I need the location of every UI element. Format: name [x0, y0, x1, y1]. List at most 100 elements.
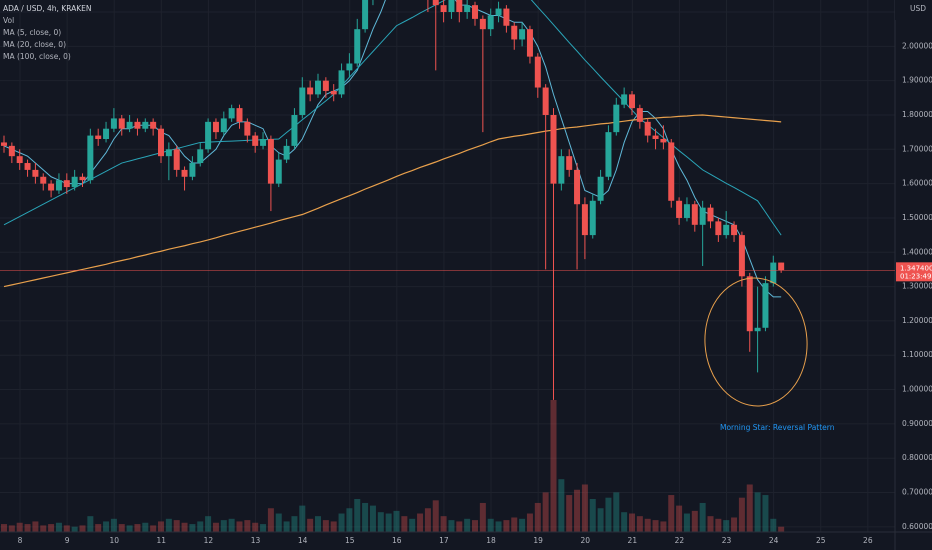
x-tick-label: 20 — [580, 536, 590, 545]
last-price-box — [896, 262, 932, 282]
candle-body — [660, 139, 667, 143]
candle-body — [644, 121, 651, 136]
candle-body — [1, 142, 7, 146]
candle-body — [126, 121, 133, 129]
volume-bar — [487, 518, 494, 532]
volume-bar — [63, 525, 70, 532]
x-tick-label: 26 — [863, 536, 873, 545]
candle-body — [770, 262, 777, 284]
y-tick-label: 1.500000 — [902, 213, 932, 222]
candle-body — [252, 135, 259, 146]
volume-bar — [260, 524, 267, 532]
candle-body — [621, 94, 628, 105]
volume-bar — [550, 400, 557, 532]
volume-bar — [432, 500, 439, 532]
y-tick-label: 1.400000 — [902, 247, 932, 256]
volume-bar — [24, 524, 31, 532]
candle-body — [464, 5, 471, 13]
candle-body — [158, 128, 164, 157]
candle-body — [260, 139, 267, 146]
volume-bar — [636, 516, 643, 532]
annotation: Morning Star: Reversal Pattern — [720, 423, 835, 432]
legend: MA (5, close, 0) MA (20, close, 0) MA (100… — [3, 28, 71, 61]
candle-body — [71, 176, 78, 188]
x-tick-label: 8 — [18, 536, 23, 545]
volume-bar — [770, 518, 777, 532]
ma-line — [3, 0, 782, 298]
candle-body — [205, 121, 212, 150]
volume-bar — [40, 525, 47, 532]
candle-body — [448, 0, 455, 13]
volume-bar — [354, 499, 361, 532]
volume-bar — [126, 525, 133, 532]
candle-body — [212, 121, 219, 133]
candle-body — [683, 204, 690, 218]
candle-body — [110, 118, 117, 129]
volume-bar — [589, 499, 596, 532]
volume-bar — [660, 521, 667, 532]
candle-body — [267, 139, 274, 184]
volume-bar — [456, 521, 463, 532]
x-tick-label: 14 — [298, 536, 308, 545]
ma-line — [3, 114, 782, 288]
x-tick-label: 13 — [251, 536, 261, 545]
volume-bar — [746, 484, 753, 532]
candle-body — [691, 204, 698, 225]
x-tick-label: 24 — [769, 536, 779, 545]
candle-body — [63, 180, 70, 188]
volume-bar — [55, 522, 62, 532]
volume-bar — [683, 513, 690, 532]
x-tick-label: 25 — [816, 536, 826, 545]
symbol-title: ADA / USD, 4h, KRAKEN — [3, 4, 92, 13]
candle-body — [118, 118, 125, 129]
candle-body — [181, 169, 188, 177]
volume-bar — [668, 495, 675, 532]
y-tick-label: 1.100000 — [902, 350, 932, 359]
candle-body — [723, 224, 730, 236]
volume-bar — [738, 497, 745, 532]
candle-body — [220, 118, 227, 133]
volume-bar — [95, 524, 102, 532]
volume-bar — [613, 492, 620, 532]
last-price-label: 1.347400 — [900, 264, 932, 272]
volume-bar — [158, 521, 164, 532]
volume-bar — [346, 508, 353, 532]
candle-body — [519, 29, 526, 40]
volume-bar — [629, 513, 635, 532]
volume-bar — [723, 520, 730, 532]
y-tick-label: 1.900000 — [902, 76, 932, 85]
candle-body — [746, 276, 753, 332]
volume-bar — [401, 516, 408, 532]
candle-body — [134, 121, 141, 129]
x-tick-label: 18 — [486, 536, 496, 545]
volume-bar — [652, 520, 659, 532]
volume-bar — [699, 502, 706, 532]
volume-bar — [566, 495, 573, 532]
volume-bar — [377, 512, 384, 532]
volume-bar — [362, 502, 369, 532]
volume-bar — [236, 521, 243, 532]
candle-body — [432, 0, 439, 6]
candle-body — [472, 5, 478, 19]
candle-body — [354, 29, 361, 64]
volume-bar — [32, 521, 39, 532]
x-tick-label: 23 — [722, 536, 732, 545]
candle-body — [103, 128, 110, 140]
volume-bar — [393, 510, 400, 532]
volume-bar — [448, 520, 455, 532]
candle-body — [707, 207, 714, 222]
candle-body — [244, 121, 251, 136]
candle-body — [197, 149, 204, 164]
legend-entry: MA (20, close, 0) — [3, 40, 66, 49]
candle-body — [738, 235, 745, 277]
volume-bar — [330, 521, 337, 532]
volume-bar — [1, 524, 7, 532]
candle-body — [597, 176, 604, 201]
volume-bar — [715, 518, 722, 532]
x-tick-label: 11 — [157, 536, 167, 545]
candle-body — [715, 221, 722, 236]
volume-bar — [409, 518, 416, 532]
